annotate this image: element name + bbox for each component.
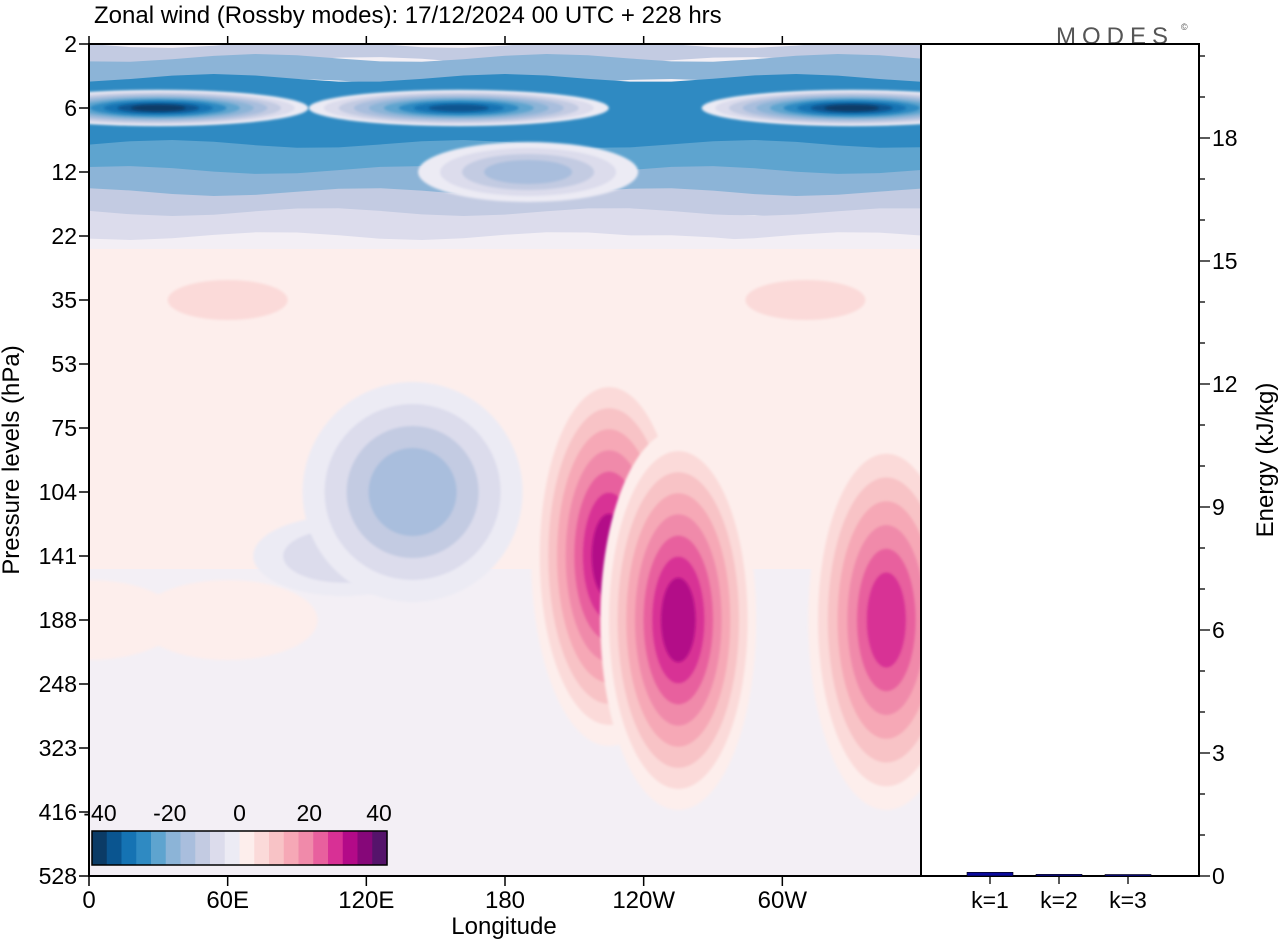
energy-bar-k=2 bbox=[1035, 874, 1083, 877]
energy-axis-label: Energy (kJ/kg) bbox=[1252, 383, 1279, 538]
y-tick-label: 12 bbox=[51, 159, 77, 185]
wind-feature-1 bbox=[428, 104, 489, 112]
energy-panel-frame bbox=[920, 43, 1200, 877]
colorbar-swatch bbox=[121, 831, 137, 865]
energy-bar-k=1 bbox=[966, 872, 1014, 877]
colorbar-swatch bbox=[136, 831, 152, 865]
wind-feature-0 bbox=[131, 104, 186, 112]
y-tick-label: 104 bbox=[39, 479, 78, 505]
energy-bar-k=3 bbox=[1104, 874, 1152, 877]
strat-band bbox=[89, 232, 921, 254]
x-axis-label: Longitude bbox=[451, 913, 556, 940]
colorbar-swatch bbox=[313, 831, 329, 865]
colorbar-swatch bbox=[372, 831, 388, 865]
colorbar-swatch bbox=[239, 831, 255, 865]
y-tick-label: 323 bbox=[39, 735, 77, 761]
wind-feature-7 bbox=[368, 448, 457, 536]
y-tick-label: 188 bbox=[39, 607, 77, 633]
colorbar-swatch bbox=[357, 831, 373, 865]
energy-category-label: k=2 bbox=[1040, 887, 1078, 913]
wind-feature-4 bbox=[167, 280, 288, 320]
x-tick-label: 120E bbox=[338, 887, 394, 914]
energy-tick-label: 12 bbox=[1212, 371, 1238, 397]
wind-feature-2 bbox=[824, 104, 879, 112]
energy-category-label: k=1 bbox=[971, 887, 1009, 913]
wind-feature-5 bbox=[745, 280, 866, 320]
x-tick-label: 0 bbox=[82, 887, 95, 914]
colorbar-swatch bbox=[92, 831, 108, 865]
y-axis: 2 6 12 22 35 53 75 104 141 188 248 323 416 528 bbox=[39, 31, 89, 889]
colorbar-swatch bbox=[165, 831, 182, 865]
x-axis: 0 60E 120E 180 120W 60W bbox=[82, 36, 807, 914]
y-tick-label: 22 bbox=[51, 223, 77, 249]
y-tick-label: 35 bbox=[51, 287, 77, 313]
colorbar-swatch bbox=[328, 831, 344, 865]
colorbar: -40 -20 0 20 40 bbox=[83, 800, 392, 866]
wind-feature-12 bbox=[137, 580, 318, 660]
energy-tick-label: 6 bbox=[1212, 617, 1225, 643]
colorbar-swatch bbox=[180, 831, 196, 865]
energy-tick-label: 3 bbox=[1212, 740, 1225, 766]
colorbar-tick-label: -20 bbox=[153, 800, 186, 826]
colorbar-swatch bbox=[298, 831, 314, 865]
y-tick-label: 141 bbox=[39, 543, 77, 569]
y-axis-label: Pressure levels (hPa) bbox=[0, 345, 25, 574]
energy-tick-label: 0 bbox=[1212, 863, 1225, 889]
y-tick-label: 528 bbox=[39, 863, 77, 889]
wind-feature-10 bbox=[866, 572, 906, 668]
energy-axis: 0 3 6 9 12 15 18 bbox=[1199, 55, 1238, 889]
energy-tick-label: 15 bbox=[1212, 248, 1238, 274]
colorbar-tick-label: 20 bbox=[297, 800, 323, 826]
logo-mark: © bbox=[1181, 22, 1188, 32]
contour-field bbox=[89, 44, 921, 876]
colorbar-swatch bbox=[210, 831, 226, 865]
colorbar-swatch bbox=[151, 831, 167, 865]
y-tick-label: 6 bbox=[64, 95, 77, 121]
wind-feature-9 bbox=[661, 577, 696, 663]
energy-tick-label: 9 bbox=[1212, 494, 1225, 520]
y-tick-label: 2 bbox=[64, 31, 77, 57]
y-tick-label: 416 bbox=[39, 799, 77, 825]
strat-band bbox=[89, 44, 921, 67]
colorbar-swatch bbox=[224, 831, 241, 865]
colorbar-swatch bbox=[342, 831, 359, 865]
x-tick-label: 180 bbox=[485, 887, 525, 914]
x-tick-label: 120W bbox=[612, 887, 675, 914]
y-tick-label: 53 bbox=[51, 351, 77, 377]
x-tick-label: 60E bbox=[206, 887, 249, 914]
colorbar-swatch bbox=[254, 831, 270, 865]
colorbar-swatch bbox=[195, 831, 211, 865]
strat-band bbox=[89, 208, 921, 245]
wind-feature-3 bbox=[484, 160, 573, 184]
colorbar-frame bbox=[91, 830, 388, 866]
colorbar-tick-label: 40 bbox=[366, 800, 392, 826]
modes-logo: MODES bbox=[1056, 23, 1174, 50]
x-tick-label: 60W bbox=[758, 887, 808, 914]
y-tick-label: 75 bbox=[51, 415, 77, 441]
colorbar-swatch bbox=[269, 831, 285, 865]
chart-title: Zonal wind (Rossby modes): 17/12/2024 00… bbox=[94, 2, 722, 29]
energy-tick-label: 18 bbox=[1212, 125, 1238, 151]
colorbar-tick-label: 0 bbox=[233, 800, 246, 826]
colorbar-swatch bbox=[283, 831, 300, 865]
y-tick-label: 248 bbox=[39, 671, 77, 697]
energy-bars: k=1 k=2 k=3 bbox=[966, 872, 1152, 913]
colorbar-swatch bbox=[106, 831, 123, 865]
energy-category-label: k=3 bbox=[1109, 887, 1147, 913]
